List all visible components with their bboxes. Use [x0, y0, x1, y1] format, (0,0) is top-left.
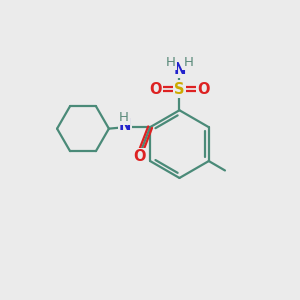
- Text: H: H: [119, 111, 129, 124]
- Text: O: O: [134, 149, 146, 164]
- Text: N: N: [173, 61, 186, 76]
- Text: H: H: [183, 56, 193, 69]
- Text: S: S: [174, 82, 185, 97]
- Text: O: O: [150, 82, 162, 97]
- Text: H: H: [166, 56, 176, 69]
- Text: N: N: [119, 118, 131, 133]
- Text: O: O: [197, 82, 209, 97]
